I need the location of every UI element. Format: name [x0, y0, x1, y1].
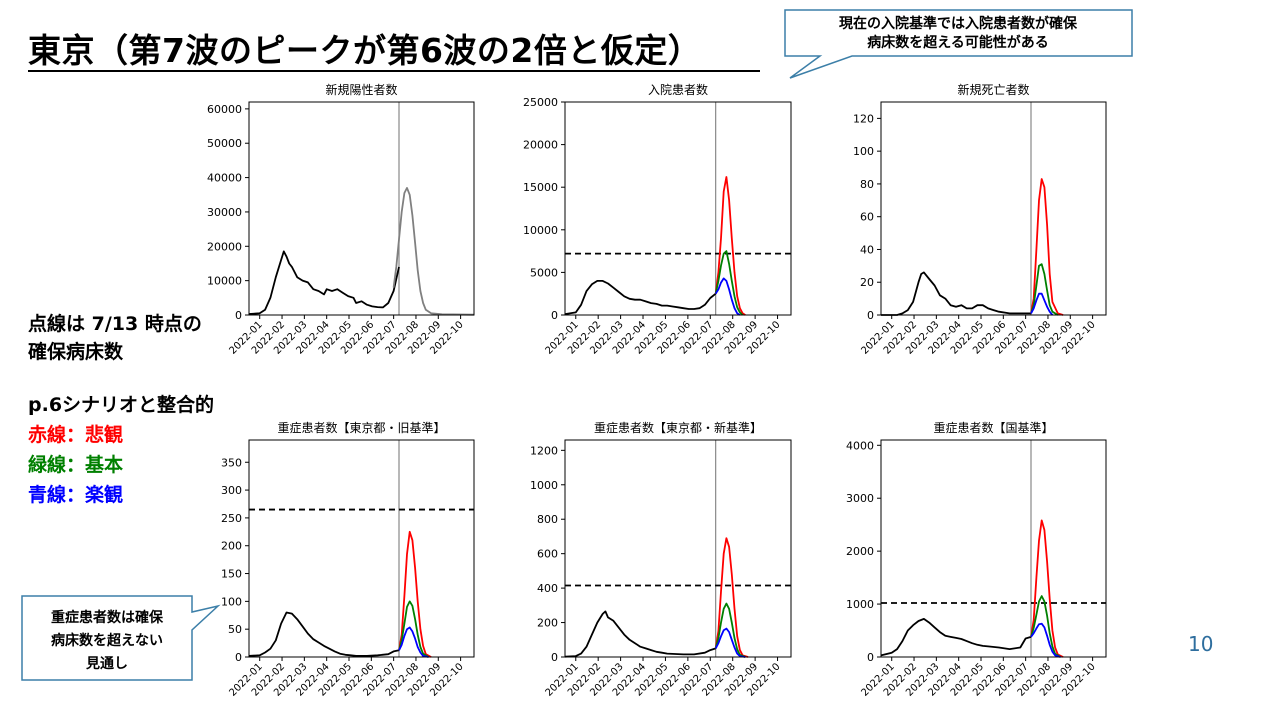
y-tick-label: 200 — [537, 617, 558, 630]
plot-frame — [880, 101, 1107, 316]
y-tick-label: 1200 — [530, 444, 558, 457]
series-line-1 — [398, 530, 432, 658]
y-tick-label: 60 — [860, 211, 874, 224]
chart-title: 重症患者数【国基準】 — [933, 420, 1053, 435]
y-tick-label: 0 — [867, 309, 874, 322]
plot-frame — [248, 439, 475, 658]
y-tick-label: 0 — [551, 651, 558, 664]
chart-hospitalized: 入院患者数05000100001500020000250002022-01202… — [523, 82, 792, 357]
series-line-3 — [398, 626, 429, 658]
y-tick-label: 250 — [221, 512, 242, 525]
chart-title: 入院患者数 — [648, 82, 708, 97]
y-tick-label: 800 — [537, 513, 558, 526]
y-tick-label: 80 — [860, 178, 874, 191]
series-line-3 — [1030, 622, 1061, 658]
y-tick-label: 50 — [228, 623, 242, 636]
y-tick-label: 4000 — [846, 439, 874, 452]
y-tick-label: 1000 — [846, 598, 874, 611]
chart-title: 新規陽性者数 — [325, 82, 397, 97]
y-tick-label: 5000 — [530, 266, 558, 279]
y-tick-label: 50000 — [207, 137, 242, 150]
legend-optimistic: 青線：楽観 — [28, 484, 124, 506]
y-tick-label: 1000 — [530, 479, 558, 492]
y-tick-label: 40000 — [207, 172, 242, 185]
y-tick-label: 350 — [221, 456, 242, 469]
series-line-0 — [880, 618, 1032, 657]
y-tick-label: 200 — [221, 540, 242, 553]
series-line-2 — [714, 602, 746, 658]
y-tick-label: 0 — [235, 651, 242, 664]
series-line-0 — [248, 611, 400, 657]
chart-severe-tokyo-old: 重症患者数【東京都・旧基準】0501001502002503003502022-… — [221, 420, 475, 699]
chart-severe-national: 重症患者数【国基準】010002000300040002022-012022-0… — [846, 420, 1107, 699]
y-tick-label: 15000 — [523, 181, 558, 194]
plot-frame — [564, 439, 792, 658]
series-line-1 — [1030, 519, 1064, 658]
plot-frame — [248, 101, 475, 316]
series-line-2 — [398, 600, 429, 658]
series-line-2 — [1030, 595, 1061, 658]
chart-title: 新規死亡者数 — [957, 82, 1029, 97]
y-tick-label: 600 — [537, 548, 558, 561]
title-underline — [28, 70, 760, 72]
chart-severe-tokyo-new: 重症患者数【東京都・新基準】0200400600800100012002022-… — [530, 420, 792, 699]
chart-title: 重症患者数【東京都・旧基準】 — [277, 420, 445, 435]
series-line-3 — [714, 627, 746, 658]
y-tick-label: 0 — [551, 309, 558, 322]
y-tick-label: 2000 — [846, 545, 874, 558]
y-tick-label: 20 — [860, 276, 874, 289]
chart-new-cases: 新規陽性者数0100002000030000400005000060000202… — [207, 82, 475, 357]
series-line-2 — [1030, 263, 1059, 316]
scenario-header: p.6シナリオと整合的 — [28, 394, 215, 416]
y-tick-label: 150 — [221, 568, 242, 581]
note-line-2: 確保病床数 — [28, 341, 124, 363]
note-line-1: 点線は 7/13 時点の — [28, 313, 202, 335]
series-line-1 — [1030, 178, 1064, 316]
chart-title: 重症患者数【東京都・新基準】 — [594, 420, 762, 435]
y-tick-label: 0 — [867, 651, 874, 664]
page-number: 10 — [1188, 632, 1214, 656]
y-tick-label: 10000 — [207, 275, 242, 288]
y-tick-label: 25000 — [523, 96, 558, 109]
chart-new-deaths: 新規死亡者数0204060801001202022-012022-022022-… — [853, 82, 1107, 357]
series-line-0 — [248, 250, 400, 315]
y-tick-label: 100 — [853, 145, 874, 158]
series-line-2 — [714, 250, 744, 316]
y-tick-label: 120 — [853, 112, 874, 125]
legend-pessimistic: 赤線：悲観 — [28, 424, 124, 446]
y-tick-label: 400 — [537, 582, 558, 595]
plot-frame — [880, 439, 1107, 658]
series-line-1 — [392, 187, 475, 316]
y-tick-label: 60000 — [207, 103, 242, 116]
series-line-3 — [714, 277, 741, 316]
series-line-3 — [1030, 292, 1054, 316]
slide-title: 東京（第7波のピークが第6波の2倍と仮定） — [28, 31, 702, 70]
y-tick-label: 30000 — [207, 206, 242, 219]
series-line-0 — [564, 610, 716, 658]
y-tick-label: 300 — [221, 484, 242, 497]
y-tick-label: 20000 — [523, 139, 558, 152]
series-line-0 — [564, 280, 717, 315]
series-line-1 — [714, 176, 746, 316]
y-tick-label: 40 — [860, 243, 874, 256]
y-tick-label: 0 — [235, 309, 242, 322]
plot-frame — [564, 101, 792, 316]
legend-baseline: 緑線：基本 — [28, 454, 124, 476]
y-tick-label: 3000 — [846, 492, 874, 505]
series-line-1 — [714, 537, 749, 658]
y-tick-label: 10000 — [523, 224, 558, 237]
y-tick-label: 100 — [221, 595, 242, 608]
y-tick-label: 20000 — [207, 240, 242, 253]
series-line-0 — [881, 271, 1031, 316]
